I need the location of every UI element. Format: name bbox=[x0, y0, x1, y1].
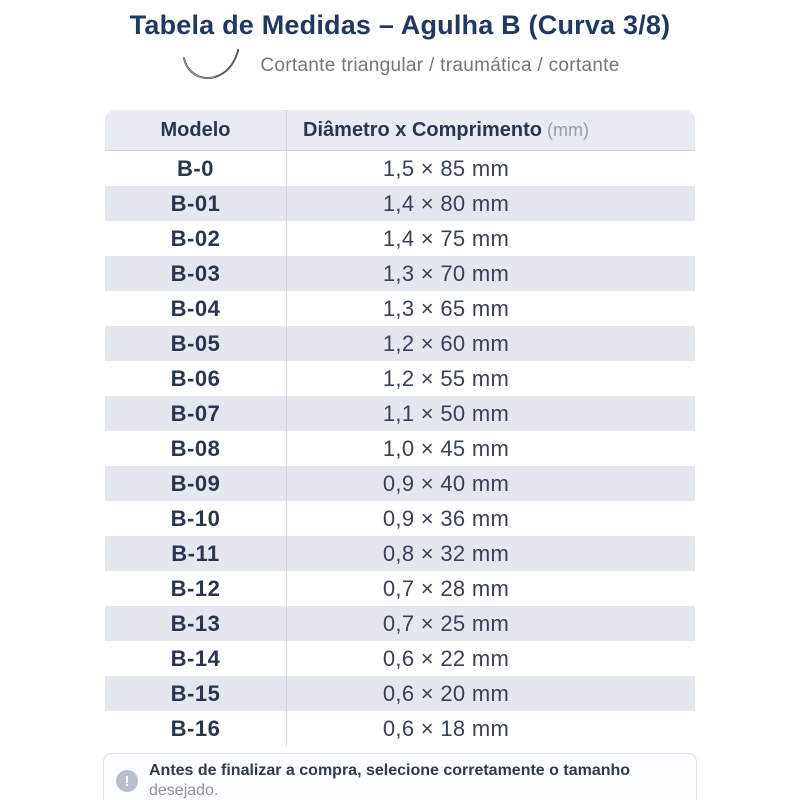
column-header-modelo: Modelo bbox=[105, 110, 287, 150]
size-table: Modelo Diâmetro x Comprimento (mm) B-0 1… bbox=[105, 110, 695, 746]
table-row: B-13 0,7 × 25 mm bbox=[105, 606, 695, 641]
column-header-dimensions: Diâmetro x Comprimento (mm) bbox=[287, 110, 695, 150]
size-cell: 1,3 × 70 mm bbox=[382, 260, 510, 286]
table-row: B-03 1,3 × 70 mm bbox=[105, 256, 695, 291]
note-text-light: desejado. bbox=[149, 782, 219, 799]
table-row: B-02 1,4 × 75 mm bbox=[105, 221, 695, 256]
model-cell: B-04 bbox=[105, 291, 287, 326]
subtitle-row: Cortante triangular / traumática / corta… bbox=[0, 46, 800, 86]
size-cell: 0,7 × 28 mm bbox=[382, 575, 510, 601]
model-cell: B-12 bbox=[105, 571, 287, 606]
size-cell: 1,0 × 45 mm bbox=[382, 435, 510, 461]
model-cell: B-06 bbox=[105, 361, 287, 396]
model-cell: B-11 bbox=[105, 536, 287, 571]
model-cell: B-08 bbox=[105, 431, 287, 466]
page-title: Tabela de Medidas – Agulha B (Curva 3/8) bbox=[129, 10, 671, 40]
note-banner: ! Antes de finalizar a compra, selecione… bbox=[103, 753, 697, 800]
size-cell: 1,3 × 65 mm bbox=[382, 295, 510, 321]
table-row: B-08 1,0 × 45 mm bbox=[105, 431, 695, 466]
model-cell: B-05 bbox=[105, 326, 287, 361]
model-cell: B-15 bbox=[105, 676, 287, 711]
model-cell: B-13 bbox=[105, 606, 287, 641]
model-cell: B-07 bbox=[105, 396, 287, 431]
model-cell: B-01 bbox=[105, 186, 287, 221]
table-row: B-04 1,3 × 65 mm bbox=[105, 291, 695, 326]
size-cell: 1,2 × 55 mm bbox=[382, 365, 510, 391]
size-cell: 0,8 × 32 mm bbox=[382, 540, 510, 566]
size-cell: 0,9 × 36 mm bbox=[382, 505, 510, 531]
size-cell: 1,4 × 75 mm bbox=[382, 225, 510, 251]
note-text-strong: Antes de finalizar a compra, selecione c… bbox=[149, 762, 631, 779]
alert-icon: ! bbox=[116, 770, 138, 792]
model-cell: B-0 bbox=[105, 151, 287, 186]
size-cell: 0,6 × 18 mm bbox=[382, 715, 510, 741]
size-cell: 0,6 × 22 mm bbox=[382, 645, 510, 671]
table-row: B-09 0,9 × 40 mm bbox=[105, 466, 695, 501]
table-row: B-12 0,7 × 28 mm bbox=[105, 571, 695, 606]
note-text: Antes de finalizar a compra, selecione c… bbox=[149, 761, 684, 800]
model-cell: B-14 bbox=[105, 641, 287, 676]
size-cell: 0,9 × 40 mm bbox=[382, 470, 510, 496]
curved-needle-icon bbox=[180, 47, 244, 85]
table-header-row: Modelo Diâmetro x Comprimento (mm) bbox=[105, 110, 695, 151]
table-row: B-07 1,1 × 50 mm bbox=[105, 396, 695, 431]
size-cell: 1,5 × 85 mm bbox=[382, 155, 510, 181]
size-cell: 1,2 × 60 mm bbox=[382, 330, 510, 356]
table-row: B-05 1,2 × 60 mm bbox=[105, 326, 695, 361]
page-subtitle: Cortante triangular / traumática / corta… bbox=[260, 55, 620, 76]
model-cell: B-09 bbox=[105, 466, 287, 501]
table-row: B-14 0,6 × 22 mm bbox=[105, 641, 695, 676]
column-header-dimensions-label: Diâmetro x Comprimento bbox=[303, 118, 542, 141]
model-cell: B-10 bbox=[105, 501, 287, 536]
table-row: B-0 1,5 × 85 mm bbox=[105, 151, 695, 186]
table-row: B-01 1,4 × 80 mm bbox=[105, 186, 695, 221]
size-cell: 0,7 × 25 mm bbox=[382, 610, 510, 636]
table-body: B-0 1,5 × 85 mm B-01 1,4 × 80 mm B-02 1,… bbox=[105, 151, 695, 746]
table-row: B-10 0,9 × 36 mm bbox=[105, 501, 695, 536]
size-cell: 1,1 × 50 mm bbox=[382, 400, 510, 426]
table-row: B-16 0,6 × 18 mm bbox=[105, 711, 695, 746]
model-cell: B-02 bbox=[105, 221, 287, 256]
column-header-unit: (mm) bbox=[546, 119, 589, 140]
table-row: B-11 0,8 × 32 mm bbox=[105, 536, 695, 571]
model-cell: B-16 bbox=[105, 711, 287, 746]
size-cell: 0,6 × 20 mm bbox=[382, 680, 510, 706]
model-cell: B-03 bbox=[105, 256, 287, 291]
table-row: B-06 1,2 × 55 mm bbox=[105, 361, 695, 396]
table-row: B-15 0,6 × 20 mm bbox=[105, 676, 695, 711]
size-cell: 1,4 × 80 mm bbox=[382, 190, 510, 216]
